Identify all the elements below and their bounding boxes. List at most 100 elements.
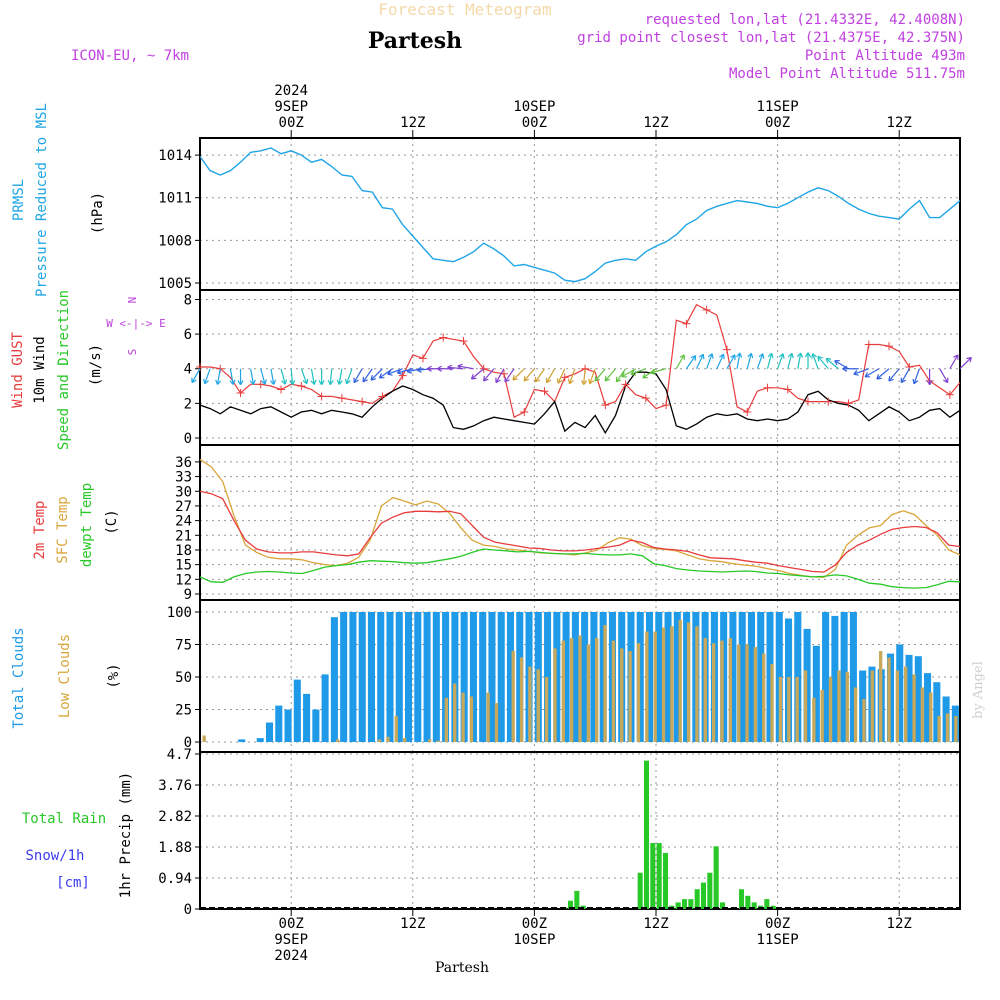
label-2m-temp: 2m Temp	[32, 500, 48, 559]
low-cloud-bar	[720, 640, 724, 742]
wind-direction-arrow	[726, 354, 736, 370]
low-cloud-bar	[853, 687, 858, 742]
wind-arrow-head	[353, 377, 359, 384]
total-cloud-bar	[831, 615, 839, 742]
wind-direction-arrow	[329, 368, 333, 385]
low-cloud-bar	[653, 631, 657, 742]
rain-bar	[713, 846, 719, 909]
total-cloud-bar	[599, 612, 607, 742]
low-cloud-bar	[895, 670, 900, 742]
rain-bar	[681, 899, 688, 909]
y-tick-label: 4	[184, 362, 192, 378]
wind-arrow-head	[842, 365, 848, 372]
y-tick-label: 3.76	[158, 778, 192, 794]
wind-arrow-head	[470, 374, 477, 380]
low-cloud-bar	[920, 687, 925, 742]
total-cloud-bar	[590, 612, 598, 742]
y-tick-label: 18	[175, 543, 192, 559]
low-cloud-bar	[494, 703, 499, 742]
wind-arrow-head	[804, 352, 812, 358]
wind-arrow-head	[318, 380, 325, 386]
total-cloud-bar	[469, 612, 477, 742]
faint-title: Forecast Meteogram	[378, 0, 551, 19]
total-cloud-bar	[432, 612, 440, 742]
wind-direction-arrow	[216, 368, 221, 385]
low-cloud-bar	[444, 697, 449, 742]
wind-direction-arrow	[504, 368, 515, 383]
low-cloud-bar	[394, 716, 398, 742]
wind-arrow-head	[953, 354, 959, 360]
plot-area: 1005100810111014024689121518212427303336…	[158, 83, 972, 964]
low-cloud-bar	[711, 643, 716, 742]
pressure-line	[199, 147, 961, 283]
wind-arrow-head	[817, 355, 823, 362]
rain-bar	[574, 890, 580, 909]
total-cloud-bar	[896, 644, 904, 742]
wind-direction-arrow	[523, 368, 535, 382]
wind-direction-arrow	[817, 356, 829, 370]
wind-direction-arrow	[876, 368, 890, 380]
gust-marker	[783, 385, 792, 394]
low-cloud-bar	[561, 640, 565, 742]
rain-bar	[637, 872, 643, 909]
low-cloud-bar	[586, 644, 591, 742]
total-cloud-bar	[488, 612, 496, 742]
gust-marker	[641, 394, 650, 403]
total-cloud-bar	[293, 679, 301, 742]
low-cloud-bar	[695, 626, 699, 742]
wind-arrow-head	[191, 377, 197, 384]
wind-direction-arrow	[630, 368, 647, 375]
wind-direction-arrow	[797, 352, 802, 369]
wind-arrow-head	[853, 369, 859, 376]
wind-arrow-head	[642, 373, 648, 379]
wind-direction-arrow	[594, 368, 606, 382]
low-cloud-bar	[461, 692, 465, 742]
label-precip-unit: 1hr Precip (mm)	[118, 772, 134, 898]
wind-arrow-head	[344, 378, 351, 385]
gust-marker	[743, 408, 752, 417]
wind-arrow-head	[534, 376, 541, 383]
low-cloud-bar	[803, 670, 808, 742]
gust-marker	[358, 397, 367, 406]
gust-marker	[277, 385, 286, 394]
signature: by Angel	[971, 661, 986, 719]
wind-direction-arrow	[777, 353, 784, 369]
rain-bar	[745, 895, 751, 909]
total-cloud-bar	[414, 612, 422, 742]
total-cloud-bar	[655, 612, 663, 742]
wind-arrow-head	[690, 355, 697, 361]
wind-arrow-head	[237, 380, 244, 386]
wind-direction-arrow	[589, 368, 596, 384]
wind-direction-arrow	[756, 353, 764, 369]
wind-direction-arrow	[407, 368, 424, 373]
gust-marker	[804, 397, 812, 406]
low-cloud-bar	[645, 631, 649, 742]
wind-direction-arrow	[939, 368, 949, 383]
y-tick-label: 100	[167, 605, 192, 621]
wind-direction-arrow	[787, 353, 793, 369]
wind-direction-arrow	[716, 353, 725, 369]
low-cloud-bar	[469, 696, 474, 742]
wind-arrow-head	[758, 353, 765, 359]
gust-marker	[418, 354, 427, 363]
low-cloud-bar	[377, 739, 382, 742]
location-title: Partesh	[368, 28, 462, 54]
low-cloud-bar	[812, 697, 816, 742]
wind-arrow-head	[698, 353, 705, 360]
rain-bar	[719, 902, 726, 909]
model-altitude: Model Point Altitude 511.75m	[729, 66, 965, 82]
x-label-top: 2024	[274, 83, 308, 99]
wind-arrow-head	[912, 378, 919, 385]
wind-arrow-head	[621, 372, 627, 378]
low-cloud-bar	[661, 627, 666, 742]
requested-coords: requested lon,lat (21.4332E, 42.4008N)	[645, 12, 965, 28]
temp-line-t2m	[199, 490, 961, 573]
low-cloud-bar	[402, 738, 407, 742]
x-label-top: 12Z	[643, 115, 668, 131]
wind-direction-arrow	[471, 368, 485, 380]
model-label: ICON-EU, ~ 7km	[71, 48, 189, 64]
y-tick-label: 50	[175, 670, 192, 686]
low-cloud-bar	[929, 692, 933, 742]
x-label-bottom: 12Z	[887, 916, 912, 932]
wind-direction-arrow	[853, 368, 870, 375]
